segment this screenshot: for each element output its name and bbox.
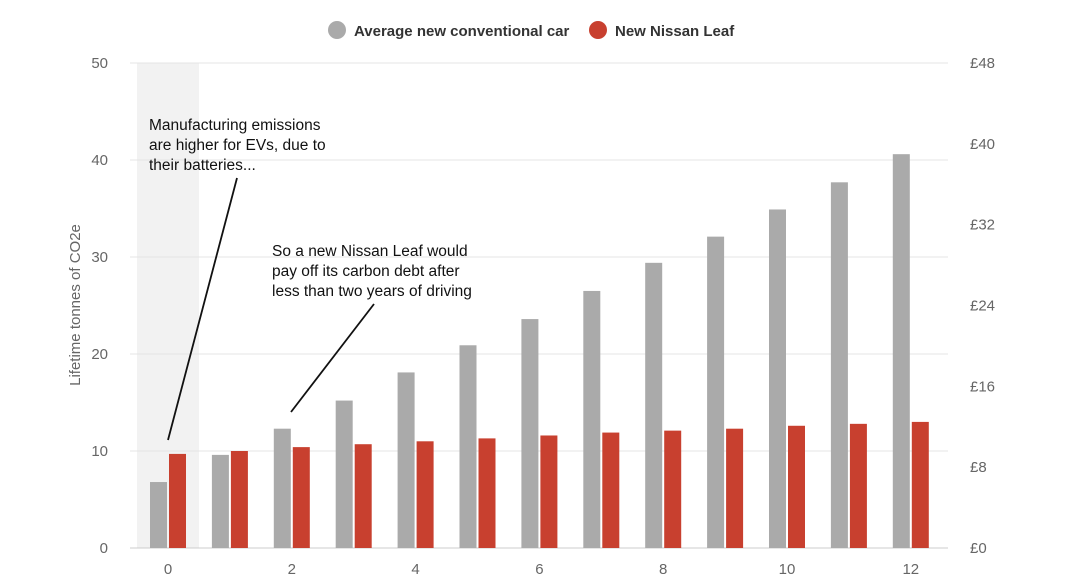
y2-tick-label-6: £48 <box>970 55 995 72</box>
bar-leaf-5 <box>478 438 496 548</box>
y2-tick-label-1: £8 <box>970 459 987 476</box>
annotation-payoff: So a new Nissan Leaf would pay off its c… <box>272 243 472 413</box>
bar-conventional-0 <box>150 482 167 548</box>
bar-leaf-0 <box>169 453 186 548</box>
bar-conventional-6 <box>521 319 539 548</box>
annotation-manufacturing: Manufacturing emissions are higher for E… <box>149 117 326 441</box>
legend: Average new conventional car New Nissan … <box>328 21 735 40</box>
bar-conventional-3 <box>335 400 353 548</box>
bar-leaf-12 <box>911 421 929 548</box>
y2-tick-label-5: £40 <box>970 136 995 153</box>
bar-leaf-10 <box>788 425 805 548</box>
y2-tick-label-4: £32 <box>970 217 995 234</box>
bar-conventional-2 <box>273 428 291 548</box>
bar-leaf-3 <box>354 444 372 548</box>
annotation-payoff-line-1: So a new Nissan Leaf would <box>272 243 468 260</box>
y-tick-label-50: 50 <box>91 55 108 72</box>
y-tick-label-0: 0 <box>100 540 108 557</box>
y2-tick-label-2: £16 <box>970 378 995 395</box>
bar-leaf-1 <box>230 451 248 548</box>
bar-leaf-8 <box>664 430 682 548</box>
y-tick-label-20: 20 <box>91 346 108 363</box>
bar-leaf-6 <box>540 435 558 548</box>
y2-tick-label-0: £0 <box>970 540 987 557</box>
y-tick-label-10: 10 <box>91 443 108 460</box>
annotation-payoff-line-3: less than two years of driving <box>272 283 472 300</box>
x-tick-label-4: 4 <box>411 561 419 578</box>
annotation-manufacturing-line-3: their batteries... <box>149 157 256 174</box>
gridlines <box>130 62 948 549</box>
highlight-band-group <box>137 63 199 548</box>
bar-leaf-7 <box>602 432 620 548</box>
bar-leaf-9 <box>726 428 744 548</box>
x-tick-label-0: 0 <box>164 561 172 578</box>
legend-swatch-conventional <box>328 21 346 39</box>
axes: 0 10 20 30 40 50 £0 £8 £16 £24 £32 £40 £48 0 2 4 6 8 10 12 <box>91 55 995 578</box>
legend-label-leaf: New Nissan Leaf <box>615 23 735 40</box>
y-axis-title: Lifetime tonnes of CO2e <box>67 224 84 386</box>
bar-conventional-12 <box>892 154 910 548</box>
annotation-manufacturing-line-1: Manufacturing emissions <box>149 117 321 134</box>
bar-conventional-8 <box>645 262 663 548</box>
bar-conventional-10 <box>769 209 786 548</box>
annotation-manufacturing-line-2: are higher for EVs, due to <box>149 137 326 154</box>
bar-conventional-4 <box>397 372 415 548</box>
bar-leaf-2 <box>292 447 310 548</box>
bar-leaf-4 <box>416 441 434 548</box>
x-tick-label-12: 12 <box>902 561 919 578</box>
annotation-manufacturing-pointer <box>167 177 238 441</box>
annotation-payoff-pointer <box>290 303 375 413</box>
y-tick-label-30: 30 <box>91 249 108 266</box>
bar-conventional-11 <box>830 182 848 548</box>
y-tick-label-40: 40 <box>91 152 108 169</box>
bar-conventional-9 <box>707 236 725 548</box>
bars <box>150 154 929 548</box>
x-tick-label-2: 2 <box>288 561 296 578</box>
bar-leaf-11 <box>849 423 867 548</box>
x-tick-label-6: 6 <box>535 561 543 578</box>
x-tick-label-10: 10 <box>779 561 796 578</box>
y2-tick-label-3: £24 <box>970 298 995 315</box>
legend-swatch-leaf <box>589 21 607 39</box>
highlight-band <box>137 63 199 548</box>
bar-conventional-7 <box>583 290 601 548</box>
bar-conventional-1 <box>211 454 229 548</box>
x-tick-label-8: 8 <box>659 561 667 578</box>
legend-label-conventional: Average new conventional car <box>354 23 570 40</box>
annotation-payoff-line-2: pay off its carbon debt after <box>272 263 460 280</box>
bar-conventional-5 <box>459 345 477 548</box>
